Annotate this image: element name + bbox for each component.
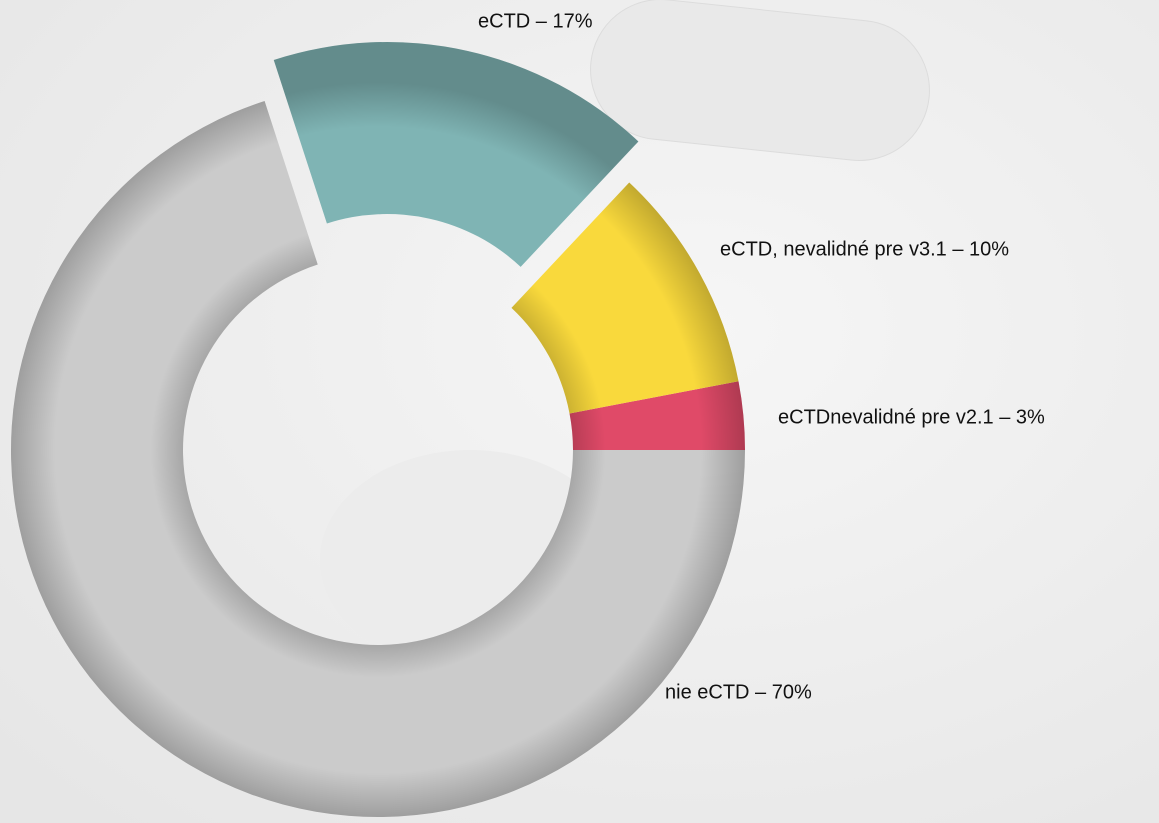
- pill-decoration: [590, 0, 930, 161]
- slice-label: eCTD, nevalidné pre v3.1 – 10%: [720, 238, 1009, 260]
- slice-shading: [569, 381, 745, 450]
- slice-shading: [11, 100, 746, 818]
- slice-label: eCTDnevalidné pre v2.1 – 3%: [778, 406, 1045, 428]
- slices: [11, 42, 746, 818]
- slice-shading: [273, 42, 639, 267]
- slice-label: eCTD – 17%: [478, 10, 593, 32]
- slice-label: nie eCTD – 70%: [665, 681, 812, 703]
- slice-shading: [511, 182, 739, 414]
